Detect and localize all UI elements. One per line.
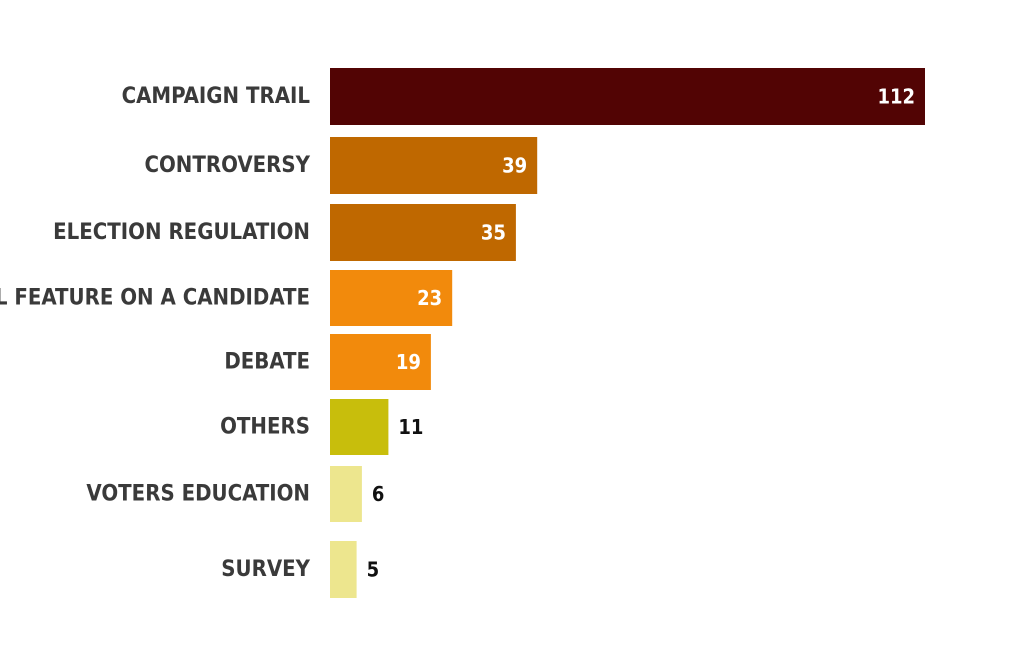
- category-label: DEBATE: [224, 350, 310, 375]
- bar: [330, 137, 538, 194]
- category-label: CONTROVERSY: [144, 153, 310, 178]
- bar: [330, 466, 362, 522]
- value-label: 5: [367, 558, 380, 582]
- bar: [330, 399, 389, 455]
- bar: [330, 68, 925, 125]
- bar: [330, 270, 453, 326]
- value-label: 6: [372, 482, 385, 506]
- category-label: CAMPAIGN TRAIL: [122, 84, 311, 109]
- value-labels-group: 112 39 35 23 19 11 6 5: [367, 85, 915, 582]
- value-label: 11: [398, 415, 423, 439]
- value-label: 39: [502, 154, 527, 178]
- value-label: 35: [481, 221, 506, 245]
- value-label: 112: [877, 85, 915, 109]
- category-label: VOTERS EDUCATION: [86, 482, 310, 507]
- value-label: 23: [417, 286, 442, 310]
- category-label: SPECIAL FEATURE ON A CANDIDATE: [0, 286, 310, 311]
- category-labels-group: CAMPAIGN TRAIL CONTROVERSY ELECTION REGULA…: [0, 84, 311, 582]
- category-label: SURVEY: [221, 557, 310, 582]
- value-label: 19: [396, 350, 421, 374]
- category-label: OTHERS: [220, 415, 310, 440]
- bar: [330, 541, 357, 598]
- category-label: ELECTION REGULATION: [53, 220, 310, 245]
- bars-group: [330, 68, 925, 598]
- bar: [330, 204, 516, 261]
- bar: [330, 334, 431, 390]
